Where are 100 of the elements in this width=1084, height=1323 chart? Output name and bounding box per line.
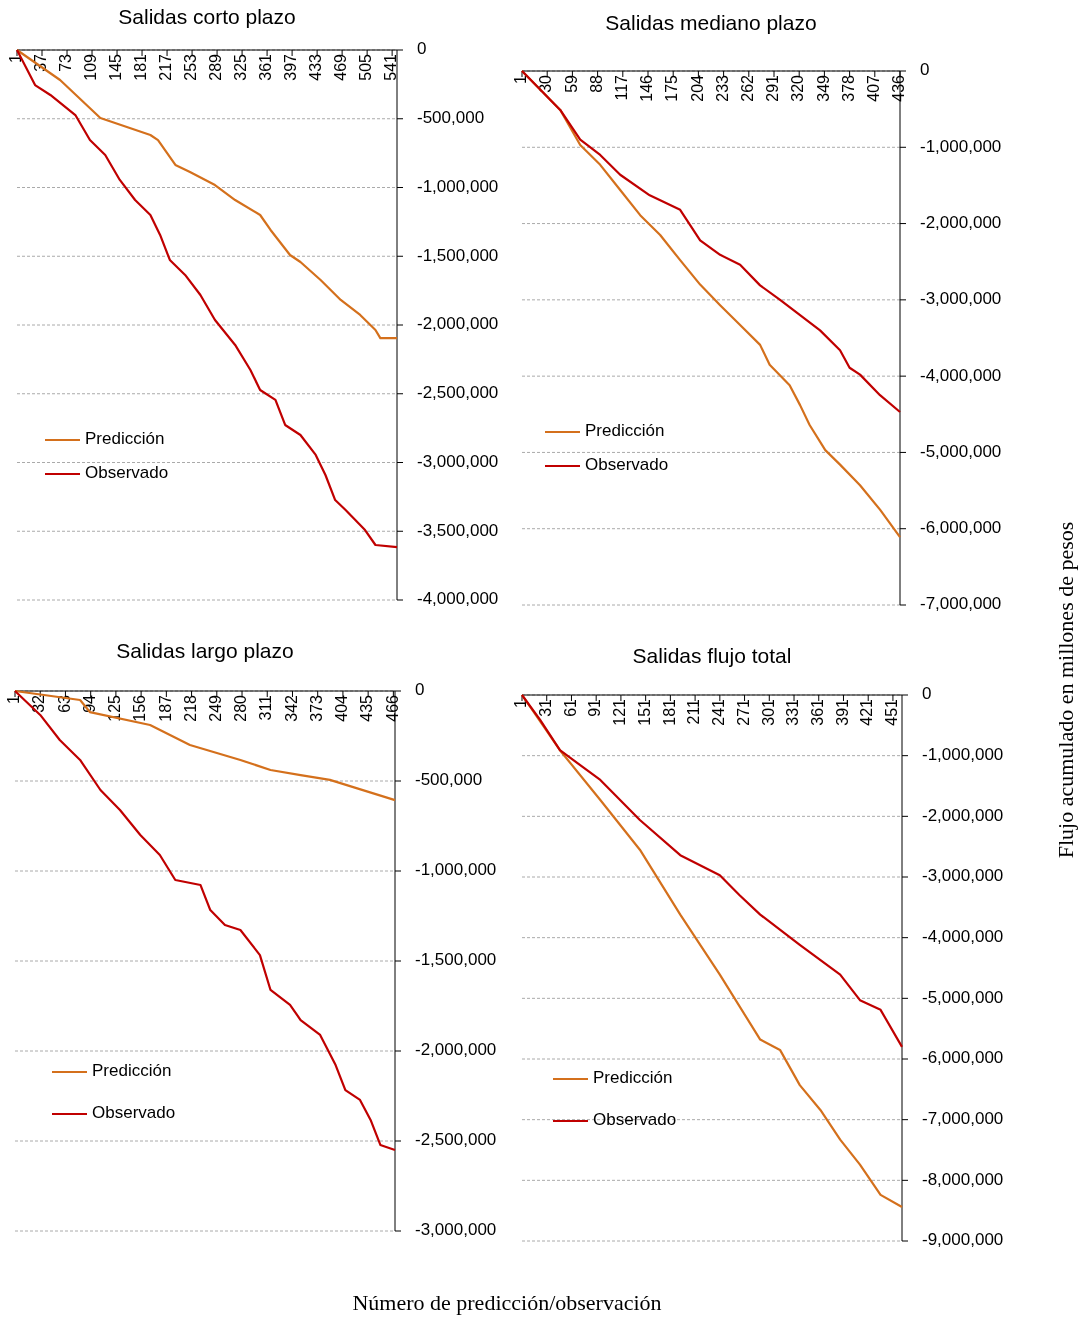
x-tick-label: 331 <box>784 698 802 726</box>
chart-title: Salidas flujo total <box>632 643 792 667</box>
x-tick-label: 466 <box>383 694 401 722</box>
x-tick-label: 121 <box>611 698 629 726</box>
y-tick-label: -2,500,000 <box>415 1130 497 1150</box>
x-tick-label: 311 <box>257 694 275 721</box>
text: Número de predicción/observación <box>352 1290 662 1316</box>
y-tick-label: -3,000,000 <box>417 451 499 471</box>
x-tick-label: 451 <box>883 698 901 726</box>
x-tick-label: 204 <box>688 74 706 102</box>
y-tick-label: -5,000,000 <box>922 987 1004 1007</box>
x-tick-label: 109 <box>82 53 100 81</box>
x-tick-label: 91 <box>586 698 604 717</box>
y-tick-label: 0 <box>922 684 932 704</box>
x-tick-label: 61 <box>561 698 579 717</box>
x-tick-label: 397 <box>282 53 300 81</box>
y-tick-label: -2,000,000 <box>920 213 1002 233</box>
chart-title: Salidas mediano plazo <box>605 10 817 34</box>
y-tick-label: -3,000,000 <box>415 1220 497 1240</box>
x-tick-label: 391 <box>833 698 851 726</box>
x-tick-label: 407 <box>865 74 883 102</box>
x-tick-label: 421 <box>858 698 876 726</box>
x-tick-label: 342 <box>282 694 300 722</box>
x-tick-label: 325 <box>232 53 250 81</box>
y-tick-label: -7,000,000 <box>922 1109 1004 1129</box>
x-tick-label: 181 <box>660 698 678 726</box>
x-tick-label: 280 <box>232 694 250 722</box>
x-tick-label: 373 <box>307 694 325 722</box>
x-tick-label: 361 <box>808 698 826 726</box>
x-tick-label: 88 <box>587 74 605 93</box>
legend-label: Observado <box>585 455 669 475</box>
y-tick-label: -6,000,000 <box>922 1048 1004 1068</box>
y-tick-label: -2,000,000 <box>415 1040 497 1060</box>
x-tick-label: 32 <box>30 694 48 713</box>
x-tick-label: 151 <box>635 698 653 726</box>
x-tick-label: 505 <box>357 53 375 81</box>
x-tick-label: 289 <box>207 53 225 81</box>
legend-label: Predicción <box>593 1068 673 1088</box>
y-tick-label: -3,500,000 <box>417 520 499 540</box>
x-tick-label: 435 <box>358 694 376 722</box>
x-tick-label: 217 <box>157 53 175 81</box>
y-tick-label: -2,000,000 <box>922 805 1004 825</box>
x-tick-label: 433 <box>307 53 325 81</box>
legend-label: Observado <box>85 463 169 483</box>
y-tick-label: -1,000,000 <box>920 136 1002 156</box>
x-tick-label: 301 <box>759 698 777 726</box>
x-tick-label: 249 <box>207 694 225 722</box>
x-tick-label: 146 <box>638 74 656 102</box>
x-tick-label: 94 <box>80 694 98 713</box>
x-tick-label: 469 <box>332 53 350 81</box>
y-tick-label: -3,000,000 <box>922 866 1004 886</box>
y-tick-label: -1,000,000 <box>922 745 1004 765</box>
legend-label: Predicción <box>85 429 165 449</box>
y-tick-label: -4,000,000 <box>920 365 1002 385</box>
x-tick-label: 253 <box>182 53 200 81</box>
y-tick-label: 0 <box>920 60 930 80</box>
x-tick-label: 145 <box>107 53 125 81</box>
x-tick-label: 262 <box>739 74 757 102</box>
x-tick-label: 361 <box>257 53 275 81</box>
legend-label: Predicción <box>585 421 665 441</box>
y-tick-label: -9,000,000 <box>922 1230 1004 1250</box>
legend-label: Observado <box>593 1110 677 1130</box>
x-tick-label: 404 <box>333 694 351 722</box>
x-tick-label: 436 <box>890 74 908 102</box>
x-tick-label: 218 <box>181 694 199 722</box>
legend-label: Observado <box>92 1103 176 1123</box>
x-tick-label: 1 <box>512 74 530 84</box>
y-tick-label: -2,000,000 <box>417 314 499 334</box>
x-tick-label: 59 <box>562 74 580 93</box>
y-tick-label: -8,000,000 <box>922 1169 1004 1189</box>
y-tick-label: 0 <box>415 680 425 700</box>
x-tick-label: 233 <box>713 74 731 102</box>
x-tick-label: 349 <box>814 74 832 102</box>
y-tick-label: -1,500,000 <box>415 950 497 970</box>
y-tick-label: -1,000,000 <box>417 176 499 196</box>
y-tick-label: -5,000,000 <box>920 441 1002 461</box>
y-tick-label: -3,000,000 <box>920 289 1002 309</box>
x-tick-label: 73 <box>57 53 75 72</box>
chart-title: Salidas corto plazo <box>118 4 296 28</box>
x-tick-label: 1 <box>512 698 530 708</box>
x-tick-label: 378 <box>839 74 857 102</box>
x-tick-label: 271 <box>734 698 752 726</box>
y-tick-label: -1,500,000 <box>417 245 499 265</box>
x-tick-label: 187 <box>156 694 174 722</box>
y-tick-label: -4,000,000 <box>922 927 1004 947</box>
x-tick-label: 181 <box>132 53 150 81</box>
y-tick-label: -4,000,000 <box>417 589 499 609</box>
y-tick-label: -1,000,000 <box>415 860 497 880</box>
x-tick-label: 211 <box>685 698 703 725</box>
y-tick-label: -2,500,000 <box>417 383 499 403</box>
x-tick-label: 117 <box>613 74 631 101</box>
y-tick-label: -500,000 <box>415 770 483 790</box>
x-tick-label: 320 <box>789 74 807 102</box>
x-tick-label: 241 <box>710 698 728 726</box>
x-tick-label: 175 <box>663 74 681 102</box>
y-tick-label: -500,000 <box>417 108 485 128</box>
y-tick-label: 0 <box>417 39 427 59</box>
y-tick-label: -6,000,000 <box>920 518 1002 538</box>
text: Flujo acumulado en millones de pesos <box>1053 521 1079 859</box>
x-tick-label: 541 <box>382 53 400 81</box>
